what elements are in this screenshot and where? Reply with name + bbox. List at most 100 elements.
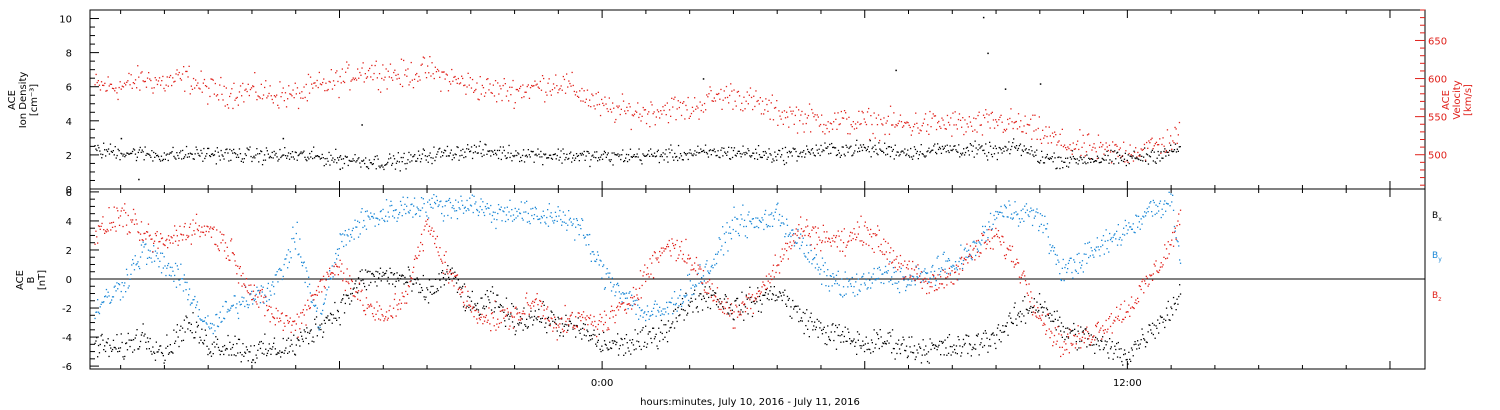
velocity-point [1082, 134, 1084, 136]
density-point [910, 147, 912, 150]
by-point [453, 207, 455, 210]
bx-point [600, 350, 602, 353]
velocity-point [879, 139, 881, 142]
by-point [956, 269, 958, 271]
density-point [496, 149, 499, 152]
density-point [427, 161, 429, 163]
bx-point [189, 330, 192, 332]
bx-point [174, 340, 177, 342]
velocity-point [673, 98, 675, 100]
velocity-point [836, 128, 838, 130]
velocity-point [642, 106, 644, 109]
density-point [194, 153, 196, 155]
density-point [528, 154, 530, 156]
by-point [195, 304, 198, 306]
bz-point [330, 272, 332, 274]
velocity-point [818, 125, 821, 127]
bx-point [957, 336, 959, 338]
bx-point [958, 339, 960, 341]
by-point [452, 205, 454, 207]
by-point [794, 241, 796, 243]
bx-point [655, 333, 657, 335]
bz-point [118, 217, 120, 219]
velocity-point [456, 82, 458, 84]
bx-point [730, 313, 733, 315]
density-point [1017, 147, 1020, 150]
bz-point [239, 266, 241, 268]
by-point [423, 203, 425, 205]
velocity-point [946, 114, 949, 117]
velocity-point [252, 85, 254, 87]
velocity-point [929, 110, 931, 113]
density-point [492, 151, 494, 153]
bx-point [1074, 333, 1077, 336]
by-point [566, 229, 568, 231]
by-point [626, 297, 628, 299]
bx-point [663, 324, 665, 326]
bx-point [761, 303, 763, 305]
bx-point [800, 320, 802, 322]
bx-point [500, 305, 502, 307]
by-point [1072, 277, 1074, 279]
bz-point [208, 231, 210, 233]
velocity-point [726, 96, 729, 99]
density-point [109, 143, 112, 145]
density-point [252, 157, 254, 159]
bx-point [942, 341, 944, 343]
by-point [415, 213, 417, 215]
bz-point [306, 309, 308, 311]
by-point [1152, 199, 1154, 202]
by-point [731, 219, 733, 221]
bx-point [333, 317, 335, 319]
velocity-point [663, 109, 665, 112]
density-point [435, 156, 437, 158]
density-point [1025, 148, 1027, 150]
by-point [933, 270, 936, 272]
by-point [170, 275, 172, 277]
density-point [467, 144, 469, 146]
density-point [993, 153, 996, 155]
density-point [559, 156, 561, 158]
bz-point [145, 238, 147, 240]
velocity-point [1079, 129, 1081, 131]
density-point [1093, 160, 1096, 162]
by-point [132, 259, 134, 261]
density-point [1171, 151, 1174, 153]
density-point [565, 156, 567, 159]
velocity-point [490, 91, 492, 94]
density-point [781, 154, 783, 156]
velocity-point [763, 113, 765, 115]
velocity-point [808, 103, 811, 105]
bz-point [276, 317, 278, 319]
by-point [515, 217, 517, 219]
bx-point [351, 292, 353, 295]
bz-point [258, 306, 260, 308]
by-point [191, 302, 193, 304]
bx-point [1064, 338, 1066, 341]
bx-point [832, 323, 834, 325]
by-point [905, 289, 907, 292]
velocity-point [250, 87, 253, 89]
velocity-point [585, 98, 587, 100]
by-point [112, 296, 115, 298]
bx-point [287, 352, 289, 354]
by-point [266, 300, 268, 302]
bz-point [194, 233, 196, 235]
bx-point [240, 361, 242, 363]
bx-point [157, 351, 159, 353]
velocity-point [613, 107, 615, 109]
by-point [994, 218, 996, 221]
density-point [297, 154, 299, 157]
bx-point [498, 306, 501, 308]
velocity-point [253, 85, 255, 88]
bx-point [1053, 310, 1056, 313]
by-point [786, 218, 788, 220]
by-point [632, 300, 635, 302]
by-point [1049, 244, 1051, 246]
velocity-point [295, 93, 297, 95]
by-point [917, 277, 919, 279]
by-point [898, 291, 901, 294]
by-point [469, 204, 472, 206]
bx-point [385, 270, 388, 272]
density-point [487, 150, 489, 152]
